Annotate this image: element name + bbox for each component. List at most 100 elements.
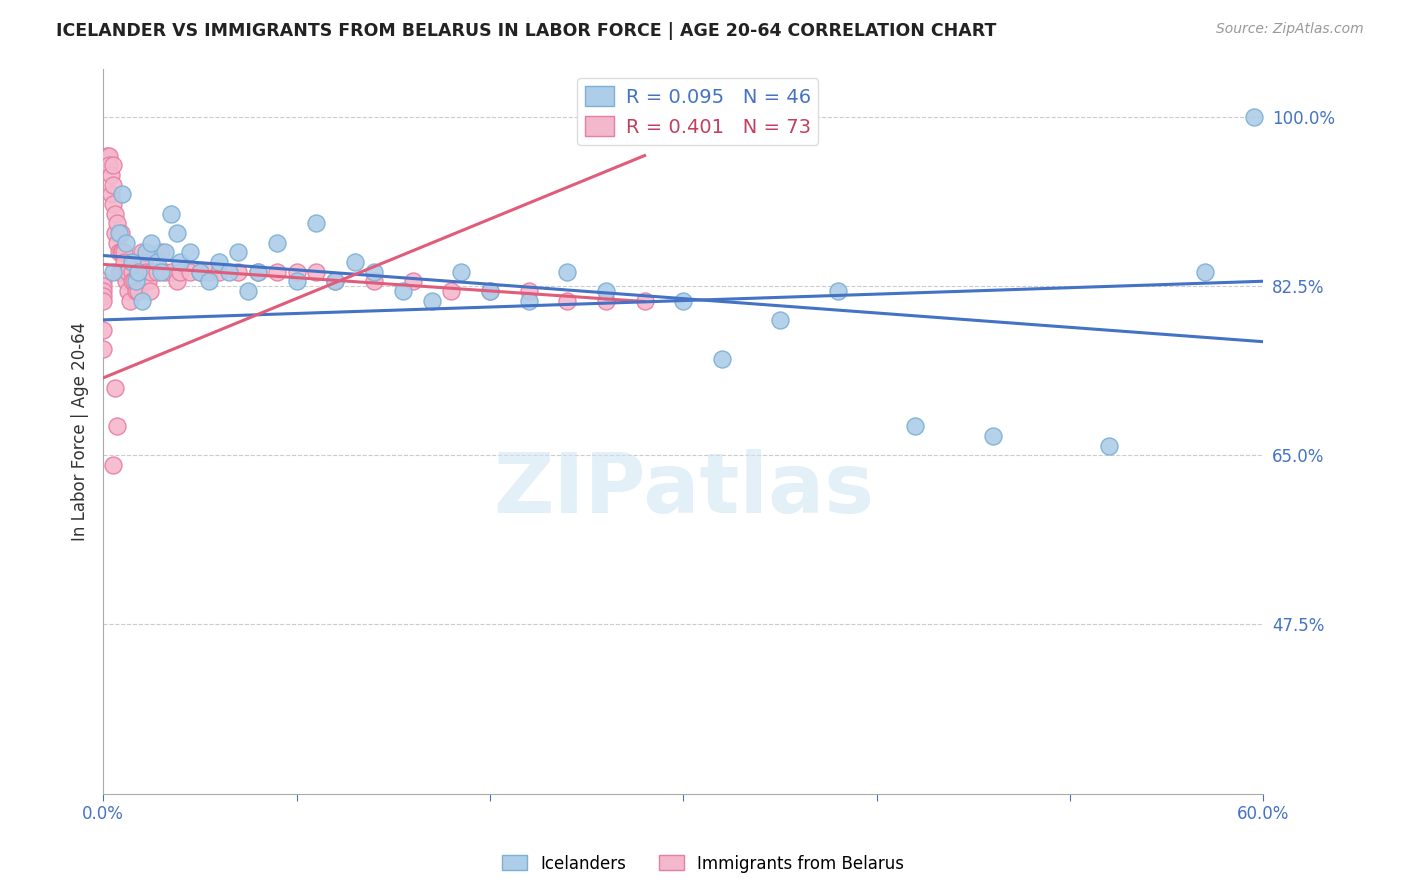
Point bbox=[208, 255, 231, 269]
Text: ICELANDER VS IMMIGRANTS FROM BELARUS IN LABOR FORCE | AGE 20-64 CORRELATION CHAR: ICELANDER VS IMMIGRANTS FROM BELARUS IN … bbox=[56, 22, 997, 40]
Point bbox=[115, 274, 138, 288]
Point bbox=[107, 226, 129, 240]
Point bbox=[136, 274, 159, 288]
Point bbox=[420, 293, 443, 308]
Point bbox=[91, 342, 114, 356]
Point bbox=[1243, 110, 1265, 124]
Point bbox=[107, 264, 129, 278]
Point bbox=[101, 158, 124, 172]
Point bbox=[91, 322, 114, 336]
Point bbox=[198, 264, 221, 278]
Point bbox=[159, 206, 181, 220]
Point bbox=[104, 226, 127, 240]
Point bbox=[595, 293, 617, 308]
Point bbox=[121, 274, 143, 288]
Point bbox=[120, 293, 142, 308]
Point bbox=[179, 245, 201, 260]
Point bbox=[188, 264, 211, 278]
Point bbox=[440, 284, 463, 298]
Point bbox=[117, 284, 139, 298]
Point bbox=[121, 255, 143, 269]
Point bbox=[117, 264, 139, 278]
Point bbox=[127, 284, 149, 298]
Point bbox=[1194, 264, 1216, 278]
Point bbox=[100, 187, 122, 202]
Text: ZIPatlas: ZIPatlas bbox=[492, 449, 873, 530]
Point bbox=[218, 264, 240, 278]
Point bbox=[517, 284, 540, 298]
Point bbox=[110, 226, 132, 240]
Point bbox=[127, 264, 149, 278]
Point bbox=[122, 255, 145, 269]
Legend: Icelanders, Immigrants from Belarus: Icelanders, Immigrants from Belarus bbox=[495, 848, 911, 880]
Point bbox=[135, 264, 157, 278]
Point bbox=[323, 274, 346, 288]
Point bbox=[188, 264, 211, 278]
Point bbox=[153, 245, 176, 260]
Legend: R = 0.095   N = 46, R = 0.401   N = 73: R = 0.095 N = 46, R = 0.401 N = 73 bbox=[576, 78, 818, 145]
Point bbox=[363, 264, 385, 278]
Point bbox=[246, 264, 269, 278]
Point bbox=[97, 148, 120, 162]
Point bbox=[228, 245, 250, 260]
Point bbox=[91, 284, 114, 298]
Point bbox=[633, 293, 655, 308]
Point bbox=[478, 284, 501, 298]
Point bbox=[392, 284, 415, 298]
Point bbox=[208, 264, 231, 278]
Point bbox=[323, 274, 346, 288]
Point bbox=[285, 274, 308, 288]
Point bbox=[305, 264, 328, 278]
Point bbox=[101, 178, 124, 192]
Point bbox=[101, 264, 124, 278]
Point bbox=[981, 429, 1004, 443]
Point bbox=[138, 284, 160, 298]
Point bbox=[238, 284, 260, 298]
Point bbox=[401, 274, 423, 288]
Point bbox=[246, 264, 269, 278]
Point bbox=[96, 148, 118, 162]
Point bbox=[450, 264, 472, 278]
Y-axis label: In Labor Force | Age 20-64: In Labor Force | Age 20-64 bbox=[72, 321, 89, 541]
Point bbox=[555, 293, 578, 308]
Point bbox=[110, 264, 132, 278]
Point bbox=[198, 274, 221, 288]
Point bbox=[179, 264, 201, 278]
Point bbox=[146, 264, 169, 278]
Point bbox=[91, 274, 114, 288]
Point bbox=[595, 284, 617, 298]
Point bbox=[153, 264, 176, 278]
Point bbox=[517, 293, 540, 308]
Point bbox=[478, 284, 501, 298]
Point bbox=[122, 274, 145, 288]
Point bbox=[769, 313, 792, 327]
Point bbox=[827, 284, 849, 298]
Point bbox=[104, 381, 127, 395]
Point bbox=[1098, 439, 1121, 453]
Point bbox=[710, 351, 733, 366]
Point bbox=[104, 206, 127, 220]
Point bbox=[363, 274, 385, 288]
Point bbox=[159, 264, 181, 278]
Point bbox=[146, 255, 169, 269]
Point bbox=[166, 274, 188, 288]
Point bbox=[111, 245, 134, 260]
Point bbox=[131, 293, 153, 308]
Point bbox=[97, 158, 120, 172]
Point bbox=[150, 264, 173, 278]
Point bbox=[105, 216, 128, 230]
Point bbox=[141, 235, 163, 250]
Point bbox=[112, 255, 135, 269]
Point bbox=[132, 255, 155, 269]
Point bbox=[111, 264, 134, 278]
Point bbox=[150, 245, 173, 260]
Point bbox=[672, 293, 695, 308]
Point bbox=[555, 264, 578, 278]
Point bbox=[121, 264, 143, 278]
Point bbox=[111, 187, 134, 202]
Point bbox=[266, 235, 288, 250]
Point bbox=[228, 264, 250, 278]
Point bbox=[305, 216, 328, 230]
Point bbox=[343, 255, 366, 269]
Point bbox=[105, 235, 128, 250]
